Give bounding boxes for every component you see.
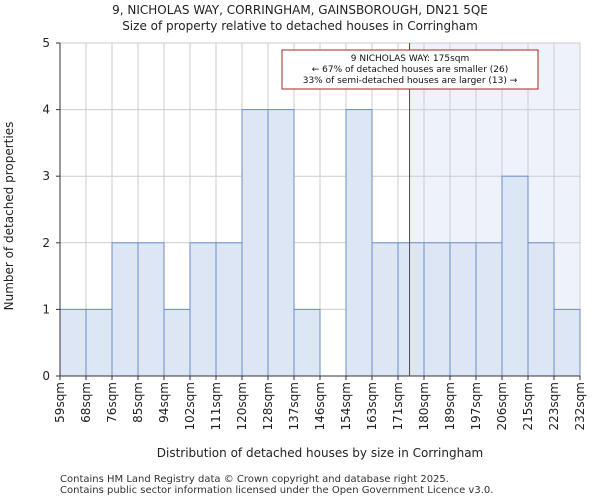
y-tick-label: 2 [42,236,50,250]
bar [267,109,295,377]
x-tick-label: 197sqm [469,382,483,430]
bar [59,308,87,377]
chart-title: Size of property relative to detached ho… [122,19,478,33]
y-tick-label: 3 [42,169,50,183]
footer-licence: Contains public sector information licen… [60,485,494,496]
bar [449,242,477,377]
x-tick-label: 163sqm [365,382,379,430]
x-tick-label: 146sqm [313,382,327,430]
y-tick-label: 1 [42,302,50,316]
footer-copyright: Contains HM Land Registry data © Crown c… [60,474,449,485]
annotation-property-label: 9 NICHOLAS WAY: 175sqm [351,54,469,64]
bar [475,242,503,377]
x-tick-label: 111sqm [209,382,223,430]
bar [189,242,217,377]
x-tick-label: 171sqm [391,382,405,430]
x-tick-label: 154sqm [339,382,353,430]
annotation-smaller-label: ← 67% of detached houses are smaller (26… [312,65,509,75]
y-axis-label: Number of detached properties [2,122,16,311]
x-tick-label: 232sqm [573,382,587,430]
y-tick-label: 4 [42,103,50,117]
y-tick-label: 5 [42,36,50,50]
bar [423,242,451,377]
x-tick-label: 94sqm [157,382,171,423]
annotation-box [281,49,539,90]
x-axis-label: Distribution of detached houses by size … [157,446,483,460]
x-tick-label: 223sqm [547,382,561,430]
x-tick-label: 85sqm [131,382,145,423]
x-tick-label: 76sqm [105,382,119,423]
x-tick-label: 120sqm [235,382,249,430]
bar [241,109,269,377]
annotation-larger-label: 33% of semi-detached houses are larger (… [303,76,518,86]
x-tick-label: 102sqm [183,382,197,430]
x-tick-label: 215sqm [521,382,535,430]
bar [137,242,165,377]
chart-title-address: 9, NICHOLAS WAY, CORRINGHAM, GAINSBOROUG… [112,3,488,17]
bar [527,242,555,377]
x-tick-label: 180sqm [417,382,431,430]
bar [215,242,243,377]
bar [111,242,139,377]
x-tick-label: 137sqm [287,382,301,430]
bar [397,242,425,377]
bar [163,308,191,377]
y-tick-label: 0 [42,369,50,383]
x-tick-label: 206sqm [495,382,509,430]
x-tick-label: 128sqm [261,382,275,430]
bar [293,308,321,377]
bar [553,308,581,377]
x-tick-label: 59sqm [53,382,67,423]
bar [501,175,529,377]
x-tick-label: 189sqm [443,382,457,430]
bar [85,308,113,377]
x-tick-label: 68sqm [79,382,93,423]
bar [371,242,399,377]
bar [345,109,373,377]
